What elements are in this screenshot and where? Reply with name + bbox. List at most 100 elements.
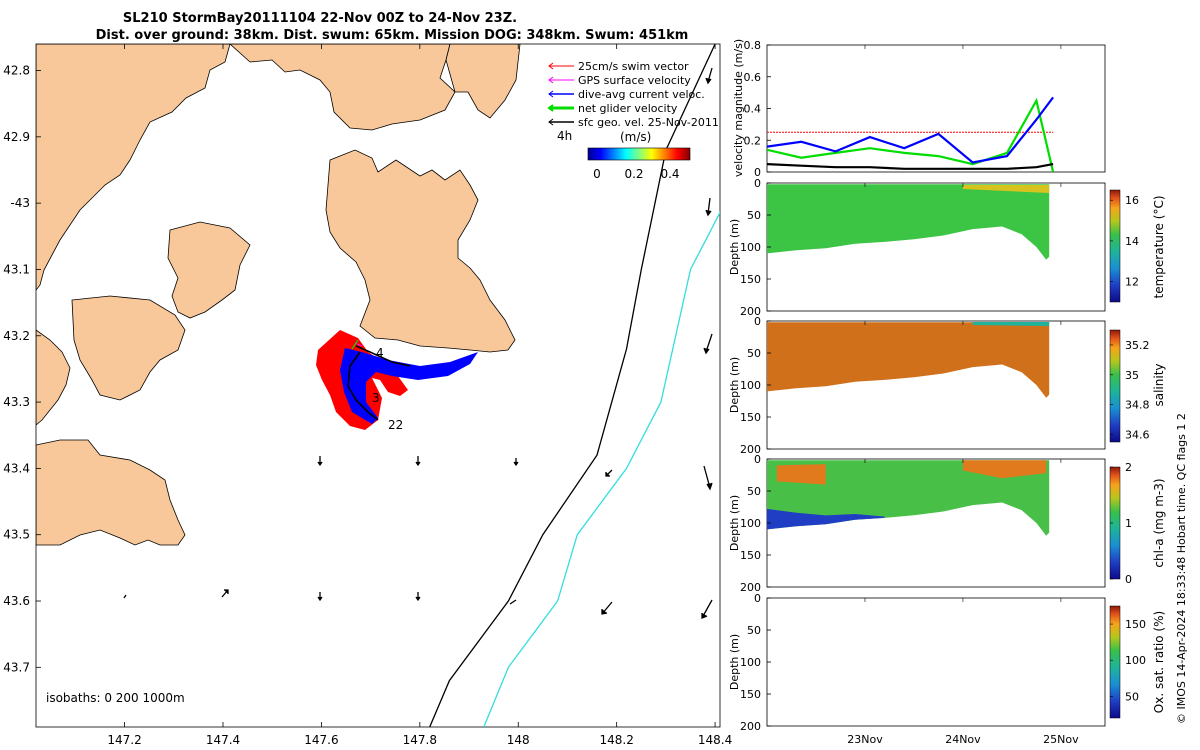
velocity-series xyxy=(767,96,1055,172)
lon-tick-label: 148 xyxy=(507,733,530,747)
lat-tick-label: 43.7 xyxy=(3,660,30,674)
lat-tick-label: 43.4 xyxy=(3,461,30,475)
salinity-panel xyxy=(766,320,1121,450)
lon-tick-label: 148.4 xyxy=(698,733,732,747)
colorbar-tick-label: 34.8 xyxy=(1125,399,1150,412)
glider-track-group xyxy=(316,330,478,430)
depth-axis-label: Depth (m) xyxy=(728,634,741,690)
depth-tick-label: 100 xyxy=(740,379,761,392)
geo-arrow xyxy=(317,592,323,602)
lat-tick-label: 43.5 xyxy=(3,528,30,542)
colorbar-label-chl-a: chl-a (mg m-3) xyxy=(1152,478,1166,567)
title-line-1: SL210 StormBay20111104 22-Nov 00Z to 24-… xyxy=(123,11,517,26)
geo-arrow xyxy=(221,589,229,598)
colorbar-tick-0.2: 0.2 xyxy=(624,167,643,181)
track-label-3: 3 xyxy=(372,391,380,405)
velocity-tick-label: 0.8 xyxy=(744,39,762,52)
map-lat-axis: 42.8 42.9 -43 43.1 43.2 43.3 43.4 43.5 43.6 43.7 xyxy=(3,64,41,674)
velocity-series-sfc-geo-vel- xyxy=(767,163,1054,170)
depth-tick-label: 50 xyxy=(747,209,761,222)
oxygen-colorbar xyxy=(1109,605,1121,719)
depth-tick-label: 100 xyxy=(740,656,761,669)
depth-tick-label: 50 xyxy=(747,485,761,498)
lat-tick-label: 43.6 xyxy=(3,594,30,608)
depth-tick-label: 100 xyxy=(740,241,761,254)
depth-tick-label: 50 xyxy=(747,624,761,637)
geo-arrow xyxy=(415,456,421,467)
colorbar-tick-label: 34.6 xyxy=(1125,429,1150,442)
geo-arrow xyxy=(605,469,613,477)
depth-tick-label: 150 xyxy=(740,688,761,701)
legend-label-net: net glider velocity xyxy=(578,102,678,115)
temperature-colorbar xyxy=(1109,189,1121,303)
speed-colorbar xyxy=(587,147,691,161)
colorbar-tick-label: 35.2 xyxy=(1125,339,1150,352)
credit-text: © IMOS 14-Apr-2024 18:33:48 Hobart time.… xyxy=(1175,413,1188,724)
net-velocity-vector xyxy=(351,339,359,350)
depth-axis-label: Depth (m) xyxy=(728,219,741,275)
colorbar-tick-label: 16 xyxy=(1125,194,1139,207)
geo-arrow xyxy=(317,456,323,467)
velocity-tick-label: 0.4 xyxy=(744,103,762,116)
colorbar-label-salinity: salinity xyxy=(1152,363,1166,406)
colorbar-tick-label: 1 xyxy=(1125,517,1132,530)
depth-tick-label: 150 xyxy=(740,549,761,562)
colorbar-tick-label: 50 xyxy=(1125,690,1139,703)
depth-tick-label: 100 xyxy=(740,517,761,530)
depth-tick-label: 150 xyxy=(740,273,761,286)
land-west-lower xyxy=(36,329,71,426)
colorbar-tick-label: 35 xyxy=(1125,369,1139,382)
depth-axis-label: Depth (m) xyxy=(728,495,741,551)
depth-tick-label: 0 xyxy=(754,453,761,466)
lon-tick-label: 147.2 xyxy=(107,733,141,747)
geo-arrow xyxy=(123,594,127,599)
velocity-series-net-glider-velocity xyxy=(767,97,1055,172)
geo-arrow xyxy=(415,592,421,602)
legend-arrow-net xyxy=(547,104,554,112)
velocity-ylabel: velocity magnitude (m/s) xyxy=(732,39,745,177)
land-peninsula-lower xyxy=(71,295,186,401)
colorbar-units: (m/s) xyxy=(620,130,651,144)
map-frame xyxy=(35,43,721,728)
legend-arrow-geo xyxy=(548,118,554,126)
lon-tick-label: 147.4 xyxy=(206,733,240,747)
geo-arrow xyxy=(513,458,519,467)
colorbar-label-ox-sat-ratio: Ox. sat. ratio (%) xyxy=(1152,611,1166,713)
isobaths-label: isobaths: 0 200 1000m xyxy=(46,691,185,705)
legend-label-swim: 25cm/s swim vector xyxy=(578,60,689,73)
velocity-panel: 0 0.2 0.4 0.6 0.8 velocity magnitude (m/s) xyxy=(732,39,1106,179)
salinity-surface-fresh xyxy=(972,322,1050,326)
map-lon-axis: 147.2 147.4 147.6 147.8 148 148.2 148.4 xyxy=(107,44,732,747)
salinity-colorbar xyxy=(1109,329,1121,443)
salinity-field xyxy=(767,322,1050,398)
map-legend: 25cm/s swim vector GPS surface velocity … xyxy=(547,60,719,181)
isobath-200m-line xyxy=(429,44,716,727)
chla-panel xyxy=(766,458,1121,588)
colorbar-tick-label: 0 xyxy=(1125,573,1132,586)
colorbar-tick-label: 150 xyxy=(1125,618,1146,631)
legend-arrow-swim xyxy=(548,62,554,70)
velocity-series-dive-avg-current-veloc- xyxy=(767,96,1054,164)
geo-arrow xyxy=(701,599,713,619)
depth-tick-label: 200 xyxy=(740,443,761,456)
title-line-2: Dist. over ground: 38km. Dist. swum: 65k… xyxy=(96,28,689,43)
land-southwest xyxy=(36,439,186,546)
colorbar-tick-label: 2 xyxy=(1125,461,1132,474)
depth-tick-label: 0 xyxy=(754,177,761,190)
depth-tick-label: 0 xyxy=(754,592,761,605)
geo-arrow xyxy=(703,333,713,355)
colorbar-tick-0: 0 xyxy=(593,167,601,181)
depth-tick-label: 200 xyxy=(740,720,761,733)
legend-arrow-current xyxy=(548,90,554,98)
lat-tick-label: -43 xyxy=(10,196,30,210)
depth-tick-label: 200 xyxy=(740,581,761,594)
geo-arrow xyxy=(705,67,713,85)
lat-tick-label: 43.2 xyxy=(3,329,30,343)
lat-tick-label: 42.8 xyxy=(3,64,30,78)
track-label-22: 22 xyxy=(388,418,403,432)
depth-tick-label: 0 xyxy=(754,315,761,328)
legend-label-current: dive-avg current veloc. xyxy=(578,88,705,101)
